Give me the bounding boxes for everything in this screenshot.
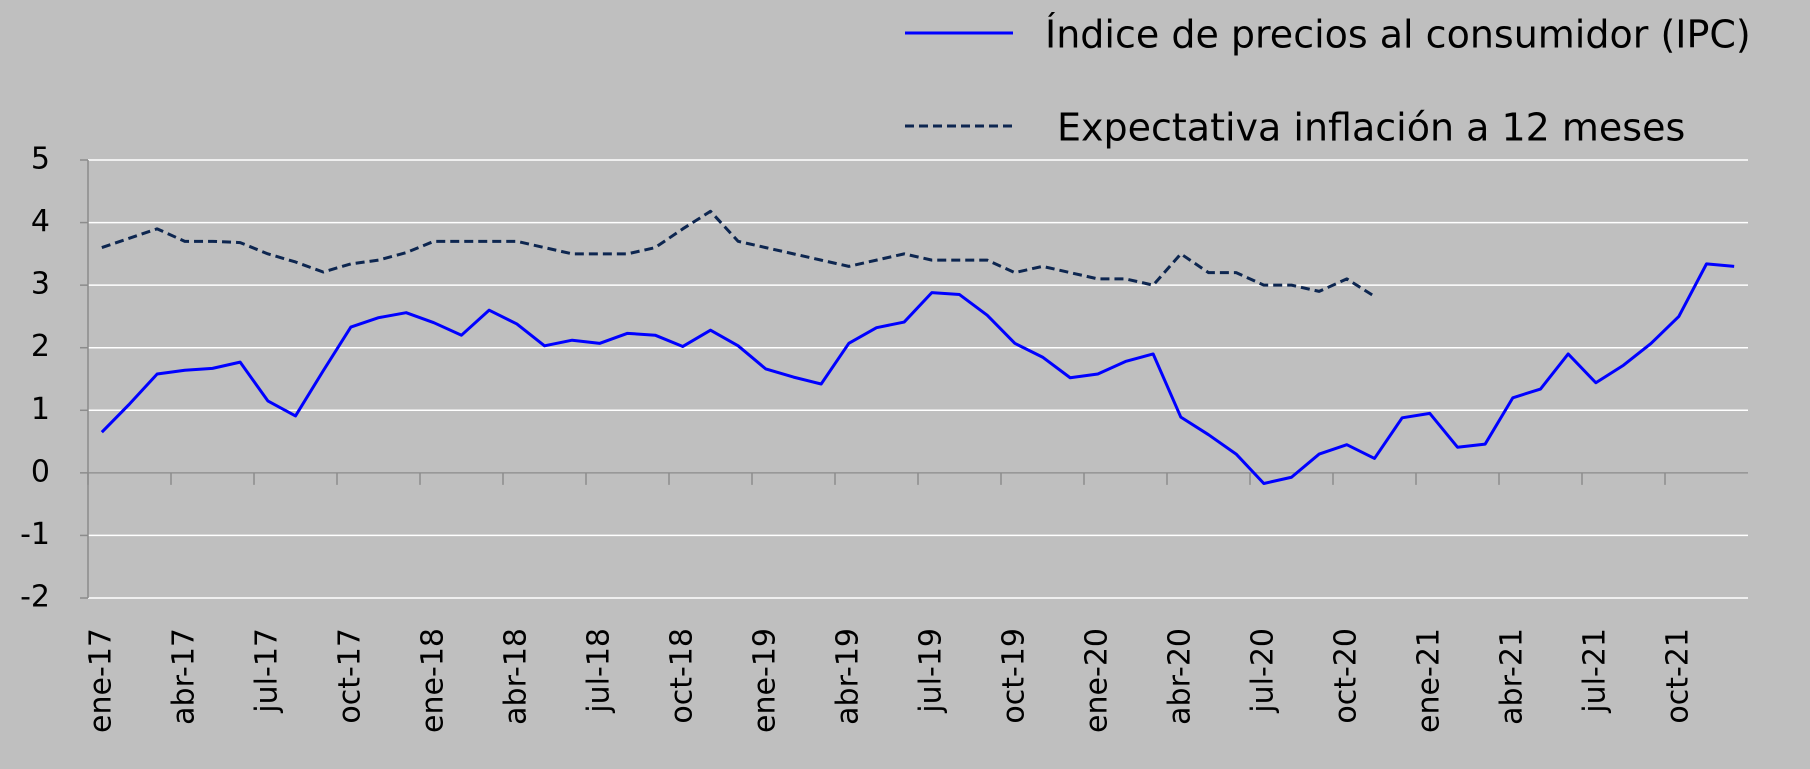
y-tick-label: 2	[31, 329, 50, 364]
y-tick-label: -2	[20, 580, 50, 615]
legend-label: Expectativa inflación a 12 meses	[1057, 106, 1685, 150]
x-tick-label: ene-18	[415, 628, 450, 733]
x-tick-label: ene-21	[1411, 628, 1446, 733]
x-tick-label: oct-20	[1328, 628, 1363, 724]
x-tick-label: jul-19	[913, 628, 948, 714]
x-tick-label: ene-17	[83, 628, 118, 733]
x-tick-label: ene-19	[747, 628, 782, 733]
x-tick-label: abr-17	[166, 628, 201, 725]
y-tick-label: 5	[31, 142, 50, 177]
x-tick-label: abr-19	[830, 628, 865, 725]
x-tick-label: jul-20	[1245, 628, 1280, 714]
line-series	[100, 262, 1735, 485]
y-tick-label: 1	[31, 392, 50, 427]
x-tick-label: jul-21	[1577, 628, 1612, 714]
x-tick-label: ene-20	[1079, 628, 1114, 733]
x-tick-label: abr-21	[1494, 628, 1529, 725]
y-tick-label: 3	[31, 267, 50, 302]
x-tick-label: oct-17	[332, 628, 367, 724]
y-tick-label: -1	[20, 517, 50, 552]
y-tick-label: 4	[31, 204, 50, 239]
x-tick-label: abr-20	[1162, 628, 1197, 725]
x-tick-label: oct-19	[996, 628, 1031, 724]
legend-label: Índice de precios al consumidor (IPC)	[1045, 13, 1751, 57]
x-tick-label: oct-18	[664, 628, 699, 724]
line-series	[101, 209, 1376, 298]
y-tick-label: 0	[31, 454, 50, 489]
x-tick-label: oct-21	[1660, 628, 1695, 724]
x-tick-label: jul-18	[581, 628, 616, 714]
x-tick-label: jul-17	[249, 628, 284, 714]
x-tick-label: abr-18	[498, 628, 533, 725]
